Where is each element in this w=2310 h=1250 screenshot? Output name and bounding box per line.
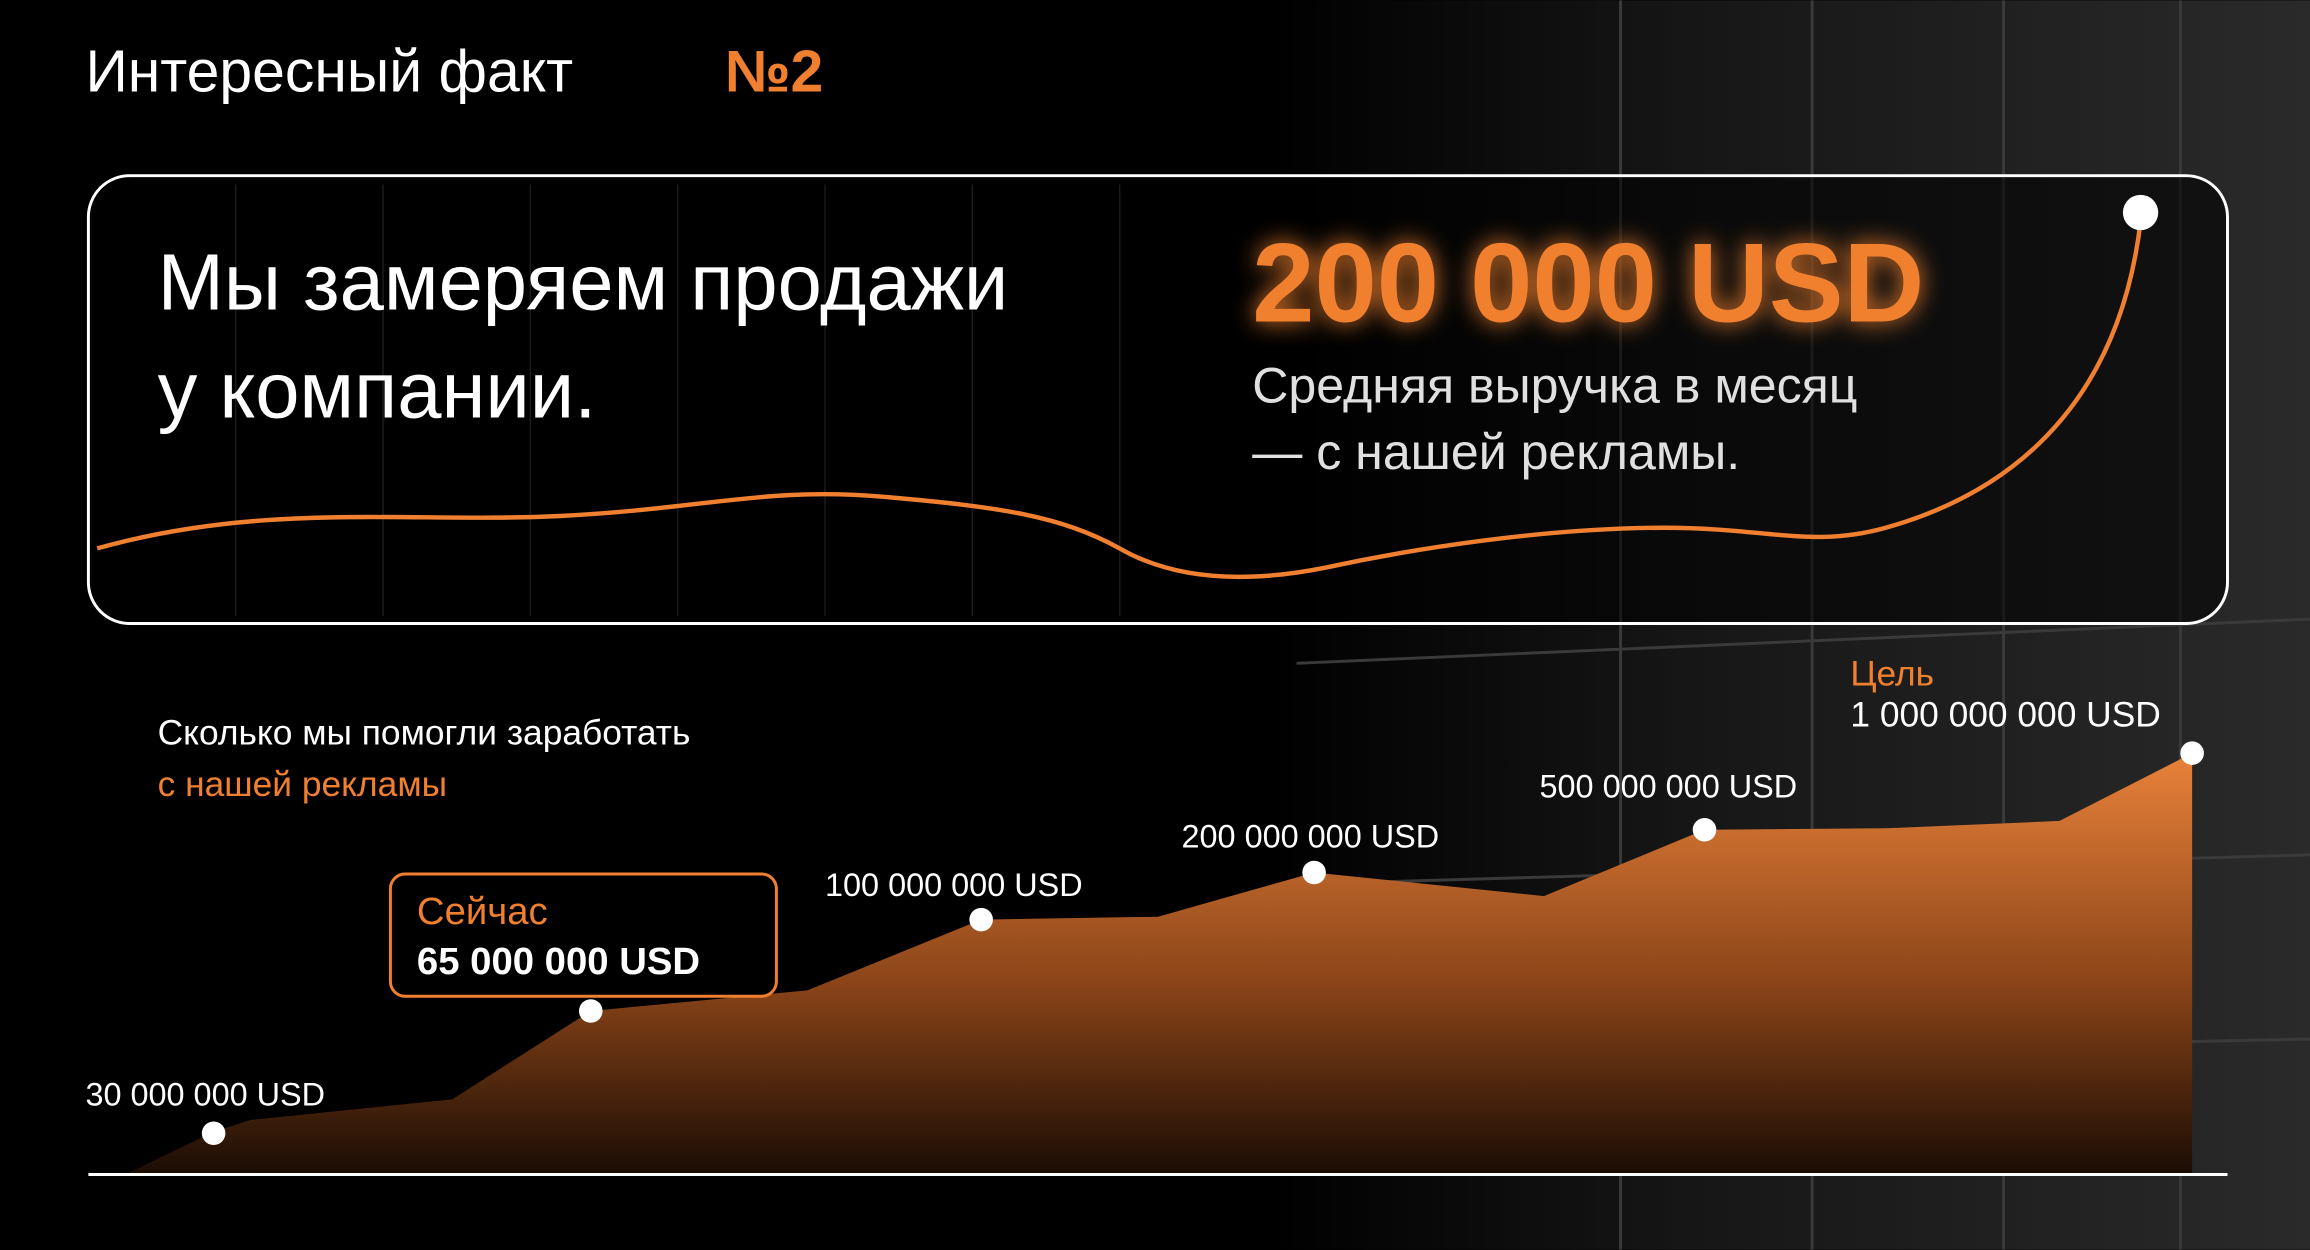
milestone-label: 30 000 000 USD <box>85 1076 325 1112</box>
fact-caption: Средняя выручка в месяц <box>1252 358 1857 414</box>
milestone-label: 200 000 000 USD <box>1182 818 1440 854</box>
fact-heading: у компании. <box>158 345 597 434</box>
milestone-dot <box>2180 741 2204 765</box>
milestone-tag: Цель <box>1850 654 1934 693</box>
fact-heading: Мы замеряем продажи <box>158 238 1009 327</box>
milestone-tag: Сейчас <box>417 890 548 933</box>
trend-curve <box>96 221 2143 580</box>
milestone-dot <box>1302 860 1326 885</box>
fact-value: 200 000 USD <box>1252 221 1924 346</box>
trend-end-dot <box>2122 194 2159 231</box>
card-stripes <box>234 184 1121 617</box>
milestone-label: 100 000 000 USD <box>825 867 1083 903</box>
progress-title: Сколько мы помогли заработать <box>158 713 691 752</box>
title: Интересный факт <box>85 40 573 105</box>
milestone-dot <box>969 907 993 932</box>
milestone-label: 500 000 000 USD <box>1540 768 1798 804</box>
milestone-dot <box>201 1121 226 1146</box>
current-badge <box>388 872 778 998</box>
progress-subtitle: с нашей рекламы <box>158 765 447 804</box>
milestone-label: 65 000 000 USD <box>417 940 700 983</box>
milestone-dot <box>1692 817 1717 842</box>
milestone-label: 1 000 000 000 USD <box>1850 696 2160 735</box>
milestone-dots <box>201 741 2204 1146</box>
growth-area <box>125 753 2193 1175</box>
fact-caption: — с нашей рекламы. <box>1252 424 1740 480</box>
milestone-dot <box>578 999 603 1023</box>
title-number: №2 <box>725 40 823 105</box>
